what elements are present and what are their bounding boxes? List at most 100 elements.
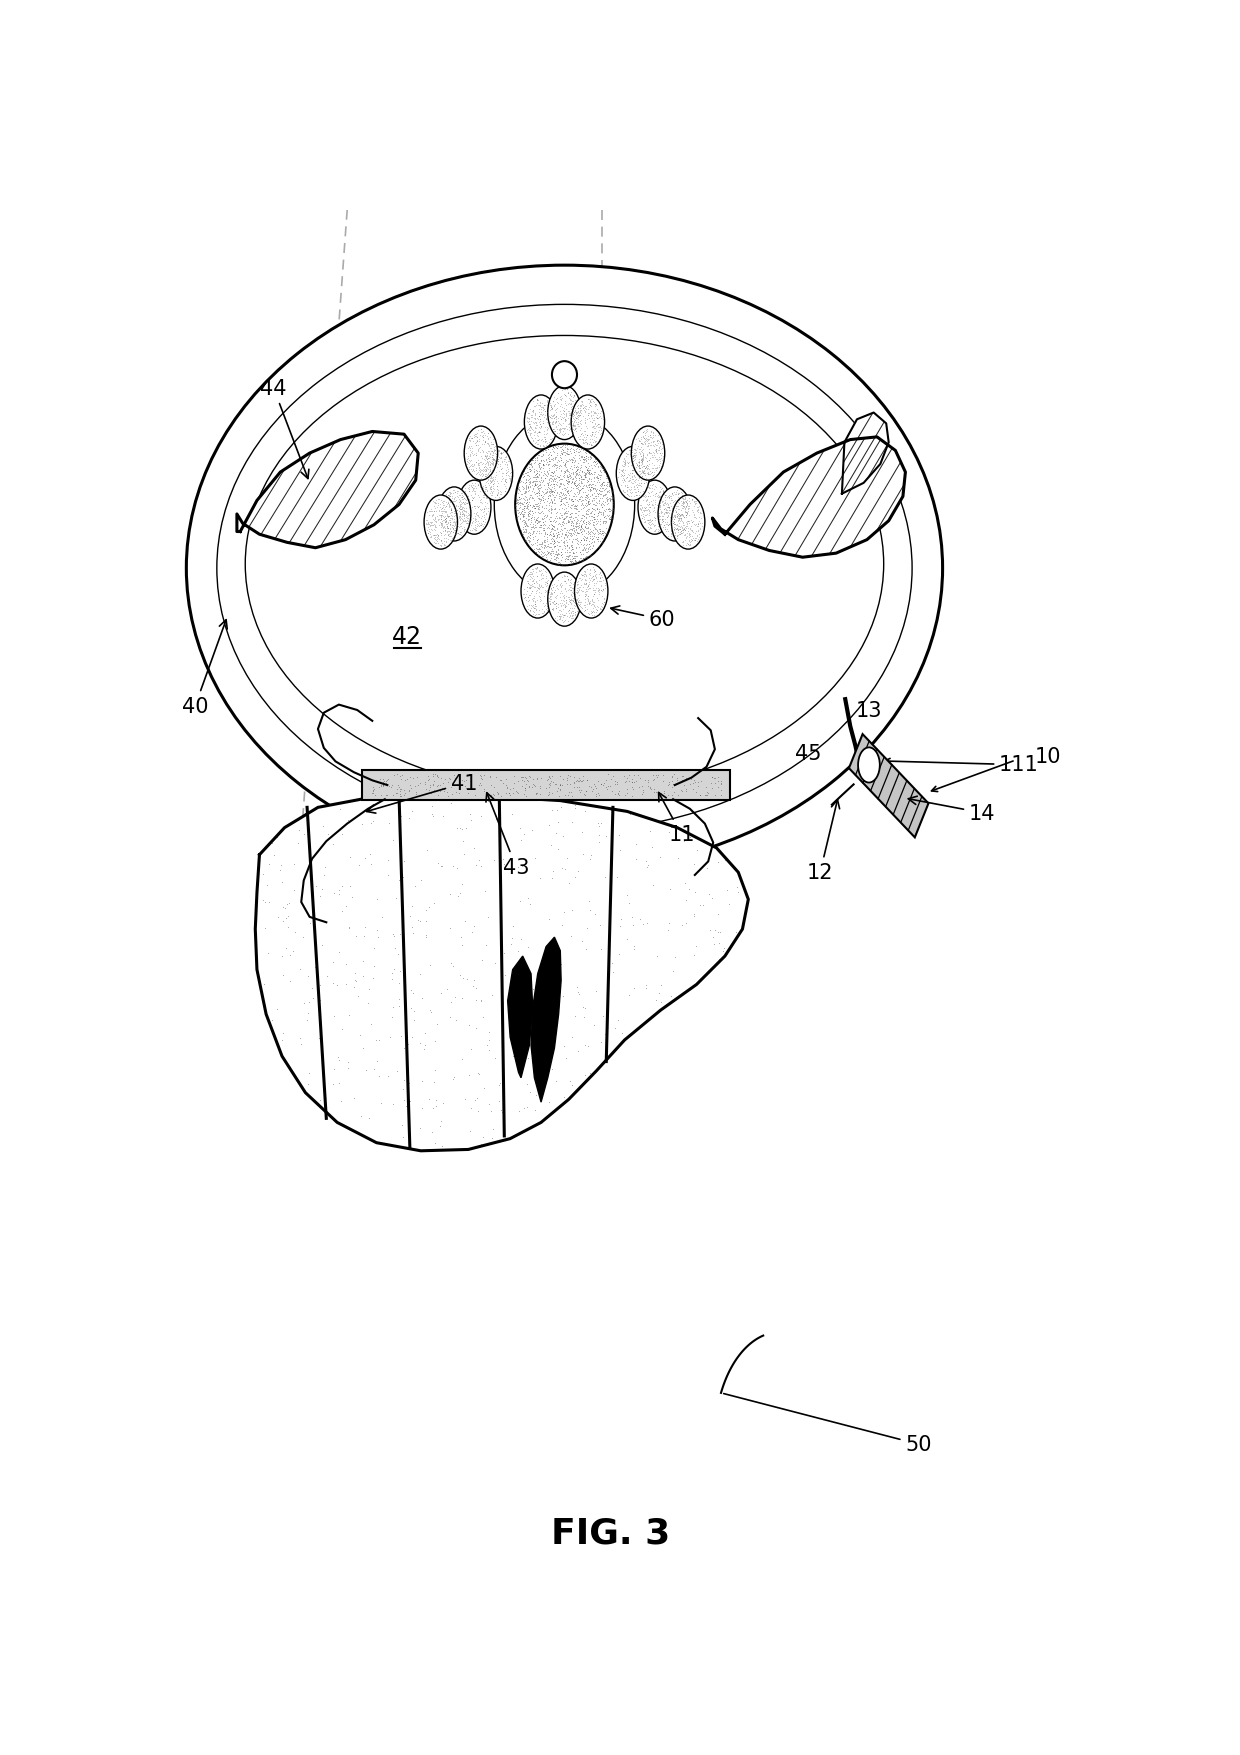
Point [489, 793, 508, 821]
Point [549, 495, 569, 523]
Point [549, 411, 569, 439]
Point [529, 530, 549, 558]
Point [556, 442, 575, 470]
Point [629, 476, 649, 504]
Point [417, 511, 436, 539]
Point [537, 581, 557, 609]
Point [536, 439, 556, 467]
Point [393, 863, 413, 892]
Point [529, 432, 549, 460]
Point [692, 512, 712, 541]
Point [658, 512, 678, 541]
Point [459, 474, 479, 502]
Point [552, 516, 572, 544]
Point [330, 939, 350, 967]
Point [558, 379, 578, 407]
Point [438, 521, 458, 549]
Point [614, 762, 634, 790]
Point [574, 518, 594, 546]
Point [485, 463, 505, 491]
Point [665, 511, 684, 539]
Point [489, 444, 508, 472]
Point [549, 384, 569, 412]
Point [539, 569, 559, 597]
Point [476, 500, 496, 528]
Point [649, 490, 668, 518]
Point [537, 448, 557, 476]
Point [348, 983, 368, 1011]
Point [562, 546, 582, 574]
Point [624, 448, 644, 476]
Point [482, 479, 502, 507]
Point [559, 409, 579, 437]
Point [518, 526, 538, 555]
Point [567, 418, 587, 446]
Point [518, 934, 538, 962]
Point [443, 479, 463, 507]
Point [584, 598, 604, 627]
Point [574, 465, 594, 493]
Point [528, 430, 548, 458]
Point [562, 598, 582, 627]
Point [272, 869, 291, 897]
Point [512, 502, 532, 530]
Point [444, 509, 464, 537]
Point [363, 774, 383, 802]
Point [482, 446, 502, 474]
Point [536, 491, 556, 519]
Point [658, 483, 678, 511]
Point [439, 514, 459, 542]
Point [482, 430, 502, 458]
Point [522, 402, 542, 430]
Point [526, 414, 546, 442]
Point [548, 576, 568, 604]
Point [668, 505, 688, 534]
Point [538, 946, 558, 974]
Point [596, 481, 616, 509]
Point [673, 528, 693, 556]
Point [533, 481, 553, 509]
Point [446, 483, 466, 511]
Point [526, 512, 546, 541]
Point [521, 419, 541, 448]
Point [565, 405, 585, 433]
Point [614, 467, 634, 495]
Point [435, 514, 455, 542]
Point [556, 419, 575, 448]
Point [575, 514, 595, 542]
Point [553, 602, 573, 630]
Point [475, 505, 495, 534]
Point [515, 474, 534, 502]
Point [450, 491, 470, 519]
Point [578, 544, 598, 572]
Point [596, 504, 616, 532]
Point [554, 602, 574, 630]
Point [439, 523, 459, 551]
Point [677, 519, 697, 548]
Point [277, 935, 296, 963]
Point [277, 890, 296, 918]
Point [532, 412, 552, 441]
Point [525, 574, 544, 602]
Point [521, 597, 541, 625]
Point [523, 588, 543, 616]
Point [542, 402, 562, 430]
Point [578, 532, 598, 560]
Point [557, 477, 577, 505]
Point [615, 472, 635, 500]
Point [378, 846, 398, 874]
Point [430, 509, 450, 537]
Point [444, 498, 464, 526]
Point [598, 495, 618, 523]
Point [536, 542, 556, 570]
Point [480, 1037, 500, 1065]
Point [583, 414, 603, 442]
Point [593, 469, 613, 497]
Point [534, 576, 554, 604]
Point [537, 514, 557, 542]
Point [591, 570, 611, 598]
Point [675, 521, 694, 549]
Point [580, 483, 600, 511]
Point [554, 381, 574, 409]
Point [626, 439, 646, 467]
